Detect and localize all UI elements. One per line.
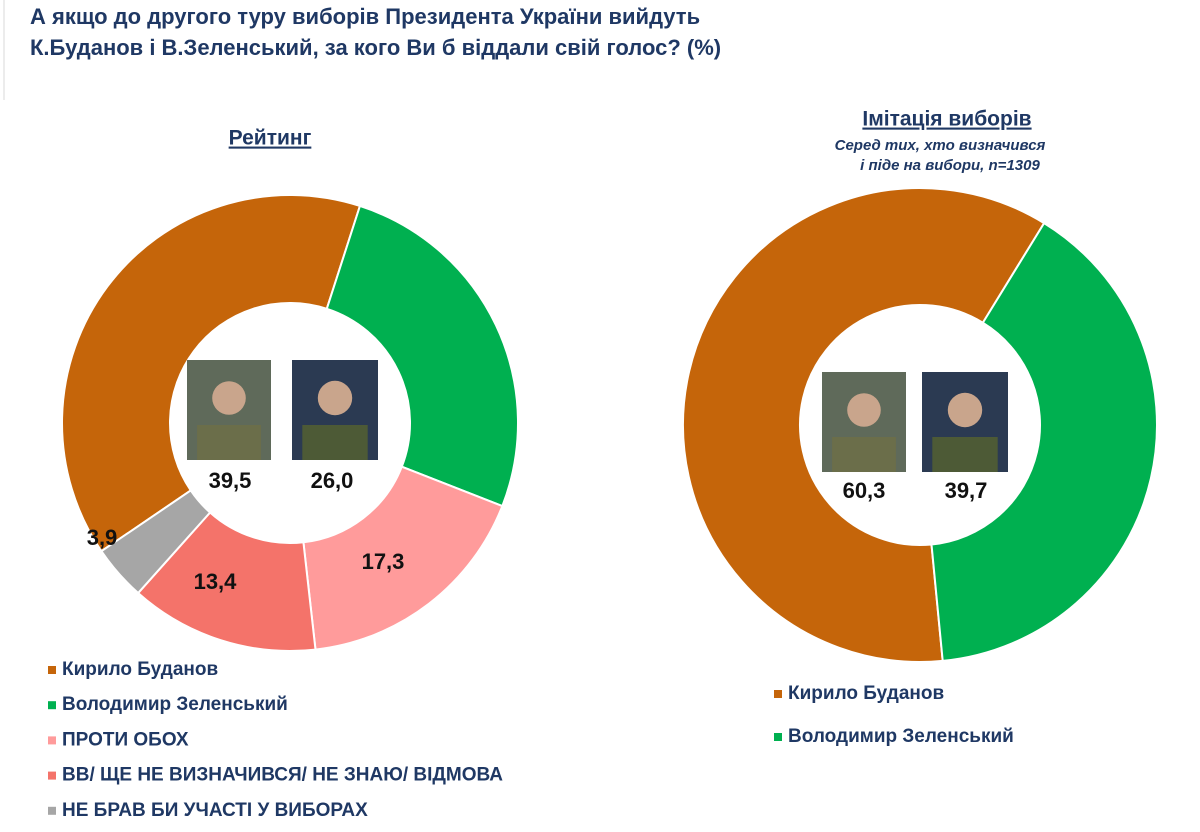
legend-label: НЕ БРАВ БИ УЧАСТІ У ВИБОРАХ bbox=[62, 800, 368, 821]
legend-label: ВВ/ ЩЕ НЕ ВИЗНАЧИВСЯ/ НЕ ЗНАЮ/ ВІДМОВА bbox=[62, 765, 503, 786]
data-label: 26,0 bbox=[311, 468, 354, 493]
data-label: 13,4 bbox=[194, 569, 238, 594]
legend-swatch bbox=[774, 733, 782, 741]
chart-title: Імітація виборів bbox=[862, 108, 1031, 131]
data-label: 39,7 bbox=[945, 478, 988, 503]
chart-subtitle: і піде на вибори, n=1309 bbox=[860, 157, 1040, 174]
chart-subtitle: Серед тих, хто визначився bbox=[835, 137, 1046, 154]
legend-swatch bbox=[48, 701, 56, 710]
page-title: А якщо до другого туру виборів Президент… bbox=[30, 4, 700, 29]
donut-segment bbox=[682, 187, 1046, 663]
portrait-head bbox=[212, 381, 246, 415]
legend-swatch bbox=[48, 666, 56, 674]
legend-swatch bbox=[48, 806, 56, 815]
chart-title: Рейтинг bbox=[229, 127, 312, 150]
legend-swatch bbox=[48, 771, 56, 780]
data-label: 3,9 bbox=[87, 525, 118, 550]
legend-label: Кирило Буданов bbox=[788, 683, 944, 704]
legend-swatch bbox=[774, 690, 782, 698]
portrait-head bbox=[847, 393, 881, 427]
legend-label: Кирило Буданов bbox=[62, 659, 218, 680]
portrait-body bbox=[932, 437, 998, 472]
legend-label: Володимир Зеленський bbox=[788, 726, 1014, 747]
portrait-body bbox=[302, 425, 368, 460]
donut-segment bbox=[302, 465, 504, 651]
legend-swatch bbox=[48, 736, 56, 745]
donut-segment bbox=[930, 221, 1158, 663]
portrait-head bbox=[947, 392, 983, 428]
page-title: К.Буданов і В.Зеленський, за кого Ви б в… bbox=[30, 35, 721, 60]
donut-segment bbox=[325, 204, 519, 508]
portrait-body bbox=[832, 437, 896, 472]
portrait-body bbox=[197, 425, 261, 460]
donut-segment bbox=[100, 489, 212, 595]
data-label: 39,5 bbox=[209, 468, 252, 493]
legend-label: Володимир Зеленський bbox=[62, 694, 288, 715]
donut-segment bbox=[61, 194, 362, 553]
data-label: 17,3 bbox=[362, 549, 405, 574]
portrait-head bbox=[317, 380, 353, 416]
legend-label: ПРОТИ ОБОХ bbox=[62, 729, 189, 750]
data-label: 60,3 bbox=[843, 478, 886, 503]
